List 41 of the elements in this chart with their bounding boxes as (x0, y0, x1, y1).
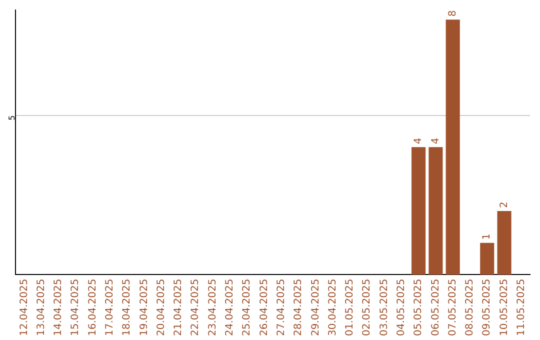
x-tick-label: 15.04.2025 (70, 278, 82, 336)
x-tick-label: 13.04.2025 (36, 278, 47, 336)
bar (428, 147, 443, 275)
x-tick-label: 28.04.2025 (293, 278, 304, 336)
x-tick-label: 03.05.2025 (378, 278, 390, 336)
x-tick-label: 04.05.2025 (396, 278, 407, 336)
x-tick-label: 14.04.2025 (53, 278, 64, 336)
x-tick-label: 23.04.2025 (207, 278, 218, 336)
data-label: 1 (482, 233, 493, 240)
x-tick-label: 21.04.2025 (173, 278, 184, 336)
x-tick-label: 30.04.2025 (327, 278, 338, 336)
x-tick-label: 11.05.2025 (516, 278, 528, 336)
x-tick-label: 22.04.2025 (190, 278, 202, 336)
x-tick-label: 19.04.2025 (138, 278, 150, 336)
x-tick-label: 29.04.2025 (310, 278, 322, 336)
bar (497, 210, 512, 275)
data-label: 2 (498, 202, 510, 208)
y-tick-label: 5 (8, 115, 17, 120)
x-tick-label: 27.04.2025 (276, 278, 287, 336)
data-label: 4 (413, 138, 424, 144)
bar (412, 147, 426, 275)
x-tick-label: 10.05.2025 (498, 278, 510, 336)
bar (480, 242, 494, 275)
x-tick-label: 18.04.2025 (122, 278, 133, 336)
data-label: 4 (430, 138, 442, 144)
x-tick-label: 20.04.2025 (156, 278, 167, 336)
data-label: 8 (447, 10, 458, 17)
bar (446, 20, 460, 275)
x-tick-label: 26.04.2025 (258, 278, 270, 336)
x-tick-label: 02.05.2025 (362, 278, 373, 336)
x-tick-label: 24.04.2025 (224, 278, 236, 336)
x-tick-label: 08.05.2025 (464, 278, 476, 336)
x-tick-label: 06.05.2025 (430, 278, 442, 336)
x-tick-label: 12.04.2025 (18, 278, 30, 336)
x-tick-label: 16.04.2025 (87, 278, 98, 336)
x-tick-label: 25.04.2025 (242, 278, 253, 336)
x-tick-label: 01.05.2025 (344, 278, 356, 336)
x-tick-label: 05.05.2025 (413, 278, 424, 336)
x-tick-label: 07.05.2025 (447, 278, 458, 336)
x-tick-label: 09.05.2025 (482, 278, 493, 336)
x-tick-label: 17.04.2025 (104, 278, 116, 336)
